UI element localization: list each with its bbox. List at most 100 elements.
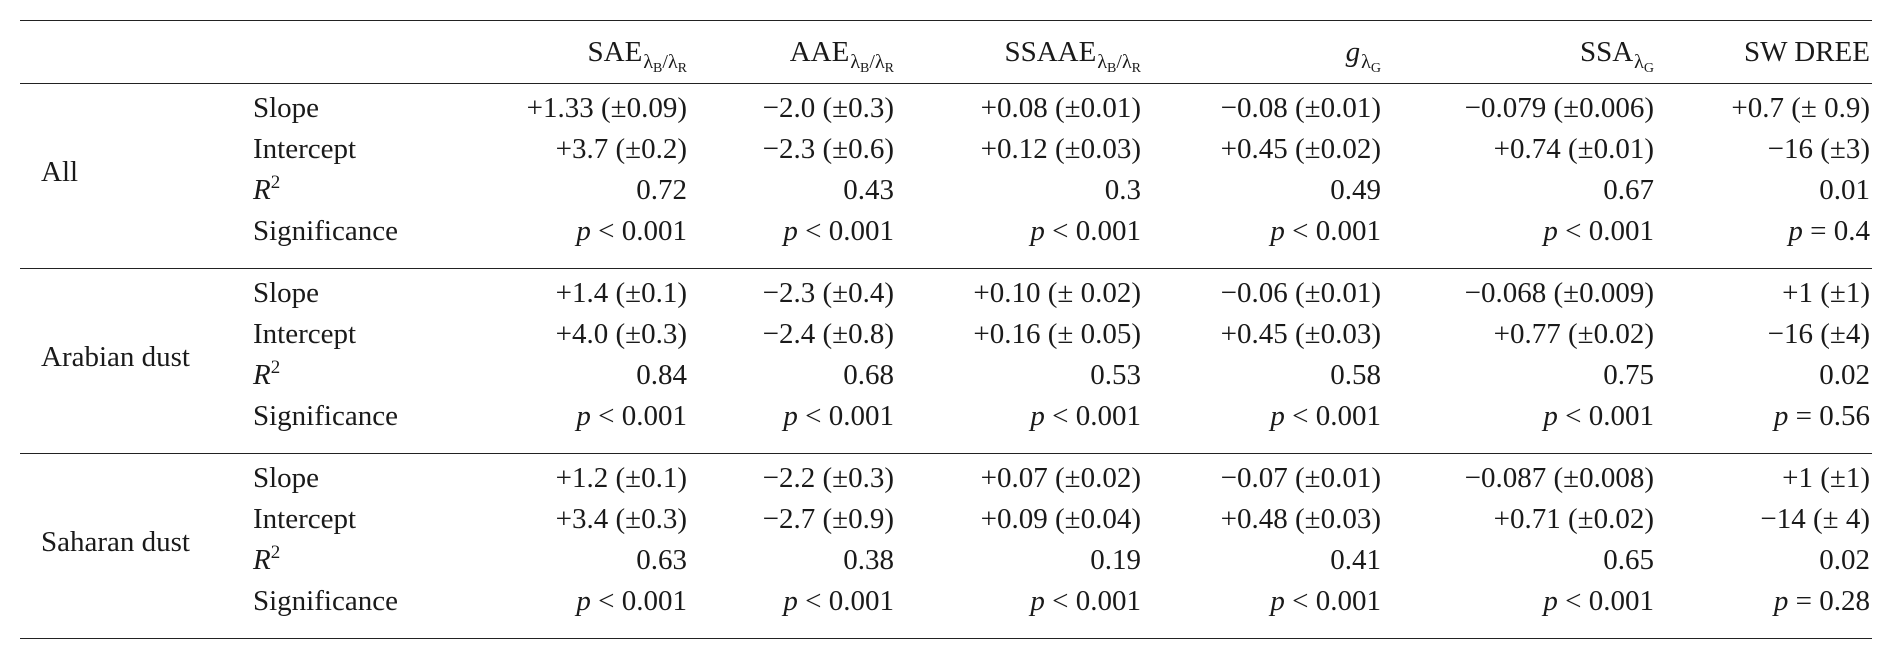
stat-label-intercept: Intercept xyxy=(253,503,357,535)
table-cell: −14 (± 4) xyxy=(1760,503,1870,535)
table-cell: 0.3 xyxy=(1104,174,1141,206)
p-value: = 0.56 xyxy=(1795,400,1870,432)
table-cell: p < 0.001 xyxy=(1270,396,1381,436)
p-value: < 0.001 xyxy=(598,215,687,247)
table-cell: −0.06 (±0.01) xyxy=(1220,277,1381,309)
r2-symbol: R xyxy=(253,544,271,576)
table-row-slope: Slope +1.2 (±0.1) −2.2 (±0.3) +0.07 (±0.02)… xyxy=(20,458,1872,499)
col-header-ssaae-sub: λB/λR xyxy=(1097,51,1141,76)
table-cell: +0.45 (±0.03) xyxy=(1220,318,1381,350)
group-saharan-dust: Saharan dust Slope +1.2 (±0.1) −2.2 (±0.3) +… xyxy=(20,454,1872,638)
p-value: < 0.001 xyxy=(1292,400,1381,432)
table-cell: +0.09 (±0.04) xyxy=(980,503,1141,535)
p-symbol: p xyxy=(1543,400,1558,432)
table-cell: −0.08 (±0.01) xyxy=(1220,92,1381,124)
stat-label-significance: Significance xyxy=(253,215,398,247)
table-cell: +0.74 (±0.01) xyxy=(1493,133,1654,165)
stat-label-intercept: Intercept xyxy=(253,318,357,350)
col-header-sae-main: SAE xyxy=(587,36,643,68)
table-cell: 0.01 xyxy=(1819,174,1870,206)
col-header-ssaae-main: SSAAE xyxy=(1004,36,1097,68)
table-cell: p < 0.001 xyxy=(1030,581,1141,621)
table-row-r2: R2 0.72 0.43 0.3 0.49 0.67 0.01 xyxy=(20,170,1872,211)
table-row-r2: R2 0.84 0.68 0.53 0.58 0.75 0.02 xyxy=(20,355,1872,396)
col-header-sw-dree: SW DREE xyxy=(1744,32,1870,72)
p-symbol: p xyxy=(783,215,798,247)
table-cell: 0.49 xyxy=(1330,174,1381,206)
p-value: < 0.001 xyxy=(1565,400,1654,432)
p-value: < 0.001 xyxy=(1292,585,1381,617)
r2-exponent: 2 xyxy=(270,542,281,563)
table-cell: p = 0.4 xyxy=(1788,211,1870,251)
r2-exponent: 2 xyxy=(270,357,281,378)
table-cell: p < 0.001 xyxy=(1270,211,1381,251)
table-row-r2: R2 0.63 0.38 0.19 0.41 0.65 0.02 xyxy=(20,540,1872,581)
p-symbol: p xyxy=(1773,585,1789,617)
table-cell: +1.33 (±0.09) xyxy=(526,92,687,124)
table-row-significance: Significance p < 0.001 p < 0.001 p < 0.001 p… xyxy=(20,581,1872,622)
table-cell: 0.84 xyxy=(636,359,687,391)
table-cell: 0.02 xyxy=(1819,359,1870,391)
table-cell: +0.48 (±0.03) xyxy=(1220,503,1381,535)
table-cell: +0.12 (±0.03) xyxy=(980,133,1141,165)
header-row: SAEλB/λR AAEλB/λR SSAAEλB/λR gλG SSAλG S… xyxy=(20,21,1872,83)
stat-label-significance: Significance xyxy=(253,585,398,617)
header-rule xyxy=(20,83,1872,84)
table-row-slope: Slope +1.4 (±0.1) −2.3 (±0.4) +0.10 (± 0.02… xyxy=(20,273,1872,314)
table-cell: 0.43 xyxy=(843,174,894,206)
table-cell: 0.38 xyxy=(843,544,894,576)
p-symbol: p xyxy=(1788,215,1803,247)
table-cell: p < 0.001 xyxy=(576,211,687,251)
table-cell: +1.2 (±0.1) xyxy=(555,462,687,494)
table-cell: p < 0.001 xyxy=(1270,581,1381,621)
table-cell: 0.67 xyxy=(1603,174,1654,206)
table-cell: −16 (±4) xyxy=(1767,318,1870,350)
table-cell: +0.77 (±0.02) xyxy=(1493,318,1654,350)
group-rule xyxy=(20,453,1872,454)
table-row-intercept: Intercept +4.0 (±0.3) −2.4 (±0.8) +0.16 (± … xyxy=(20,314,1872,355)
table-cell: +1 (±1) xyxy=(1782,462,1870,494)
table-cell: p < 0.001 xyxy=(576,396,687,436)
table-cell: p < 0.001 xyxy=(1543,396,1654,436)
table-cell: +1.4 (±0.1) xyxy=(555,277,687,309)
table-cell: +0.45 (±0.02) xyxy=(1220,133,1381,165)
p-symbol: p xyxy=(783,585,798,617)
col-header-ssa-main: SSA xyxy=(1579,36,1634,68)
p-symbol: p xyxy=(1270,215,1285,247)
table-row-slope: Slope +1.33 (±0.09) −2.0 (±0.3) +0.08 (±0.0… xyxy=(20,88,1872,129)
p-value: < 0.001 xyxy=(1052,585,1141,617)
stat-label-slope: Slope xyxy=(253,462,320,494)
table-cell: 0.02 xyxy=(1819,544,1870,576)
table-cell: −0.07 (±0.01) xyxy=(1220,462,1381,494)
col-header-g-main: g xyxy=(1345,36,1361,68)
table-cell: 0.53 xyxy=(1090,359,1141,391)
table-cell: −2.4 (±0.8) xyxy=(762,318,894,350)
p-value: < 0.001 xyxy=(805,215,894,247)
stat-label-significance: Significance xyxy=(253,400,398,432)
p-symbol: p xyxy=(783,400,798,432)
table-cell: +0.07 (±0.02) xyxy=(980,462,1141,494)
table-cell: p = 0.56 xyxy=(1774,396,1870,436)
table-cell: +0.71 (±0.02) xyxy=(1493,503,1654,535)
stat-label-intercept: Intercept xyxy=(253,133,357,165)
p-value: < 0.001 xyxy=(1052,215,1141,247)
table-cell: −2.0 (±0.3) xyxy=(762,92,894,124)
p-symbol: p xyxy=(1030,585,1045,617)
table-cell: 0.19 xyxy=(1090,544,1141,576)
table-cell: +1 (±1) xyxy=(1782,277,1870,309)
stat-label-r2: R2 xyxy=(253,540,280,580)
p-value: = 0.28 xyxy=(1795,585,1870,617)
table-cell: +0.7 (± 0.9) xyxy=(1731,92,1870,124)
r2-exponent: 2 xyxy=(270,172,281,193)
col-header-aae-sub: λB/λR xyxy=(850,51,894,76)
table-cell: −0.068 (±0.009) xyxy=(1464,277,1654,309)
table-row-intercept: Intercept +3.7 (±0.2) −2.3 (±0.6) +0.12 (±0… xyxy=(20,129,1872,170)
table-cell: p < 0.001 xyxy=(1543,211,1654,251)
p-symbol: p xyxy=(1773,400,1789,432)
table-cell: −2.3 (±0.4) xyxy=(762,277,894,309)
stat-label-slope: Slope xyxy=(253,277,320,309)
col-header-g: gλG xyxy=(1346,32,1381,89)
group-rule xyxy=(20,268,1872,269)
table-cell: 0.68 xyxy=(843,359,894,391)
table-cell: p < 0.001 xyxy=(1543,581,1654,621)
